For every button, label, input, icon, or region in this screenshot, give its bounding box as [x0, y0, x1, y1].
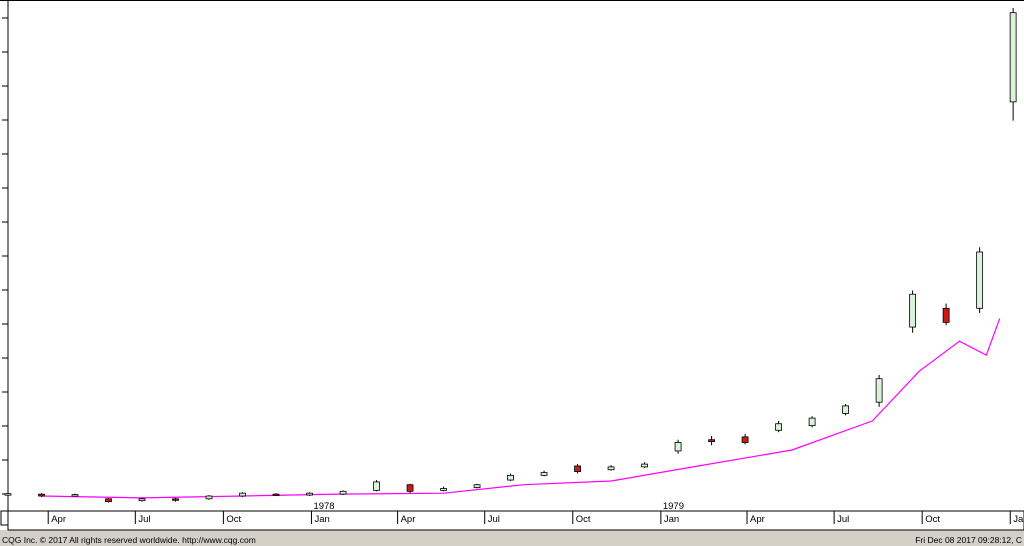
x-tick-label: Jul: [488, 514, 500, 525]
candle-down: [172, 498, 179, 501]
candle-up: [842, 405, 850, 414]
x-tick-label: Apr: [401, 514, 416, 525]
candles-layer: [4, 8, 1017, 503]
candle-up: [507, 474, 514, 481]
candle-up: [875, 378, 883, 403]
candle-down: [741, 436, 749, 443]
x-tick-label: Oct: [576, 514, 591, 525]
corner-box[interactable]: [0, 510, 9, 526]
x-tick-label: Jul: [138, 514, 150, 525]
timestamp-text: Fri Dec 08 2017 09:28:12, C: [915, 535, 1022, 545]
copyright-text: CQG Inc. © 2017 All rights reserved worl…: [2, 535, 256, 545]
x-tick-label: Apr: [51, 514, 66, 525]
year-label: 1979: [663, 501, 684, 512]
candle-down: [708, 439, 715, 442]
candle-up: [473, 484, 481, 488]
candle-up: [909, 293, 917, 328]
candle-up: [205, 495, 213, 500]
y-axis-strip: [0, 0, 8, 530]
candle-down: [38, 493, 45, 497]
candle-up: [808, 417, 816, 427]
moving-average-layer: [41, 318, 1001, 499]
x-axis-panel: [7, 510, 1024, 531]
candle-up: [239, 492, 246, 497]
candle-up: [4, 493, 12, 496]
x-tick-label: Oct: [226, 514, 241, 525]
candle-up: [540, 472, 548, 476]
candle-up: [138, 498, 146, 502]
candle-up: [306, 492, 313, 496]
candle-up: [641, 463, 648, 468]
x-tick-label: Jan: [314, 514, 329, 525]
x-tick-label: Oct: [925, 514, 940, 525]
candle-down: [942, 307, 950, 323]
x-axis-ticks: Apr Jul Oct Jan Apr Jul Oct Jan Apr Jul Oct Jan 1978…: [47, 501, 1024, 525]
candle-up: [1009, 12, 1017, 103]
moving-average-line: [41, 318, 1001, 499]
x-tick-label: Jul: [837, 514, 849, 525]
x-tick-label: Apr: [750, 514, 765, 525]
candle-up: [775, 423, 782, 431]
candle-up: [440, 488, 447, 491]
candle-down: [272, 493, 280, 497]
x-tick-label: Jan: [1013, 514, 1024, 525]
x-tick-label: Jan: [664, 514, 679, 525]
candle-up: [71, 494, 79, 497]
candle-up: [976, 251, 984, 309]
candle-down: [406, 484, 414, 492]
candle-up: [674, 442, 682, 452]
candle-up: [607, 466, 615, 471]
candle-up: [339, 490, 347, 495]
candle-down: [105, 498, 112, 503]
candle-down: [574, 465, 581, 473]
plot-area: [8, 0, 1024, 511]
year-label: 1978: [313, 501, 334, 512]
candle-up: [373, 481, 380, 491]
